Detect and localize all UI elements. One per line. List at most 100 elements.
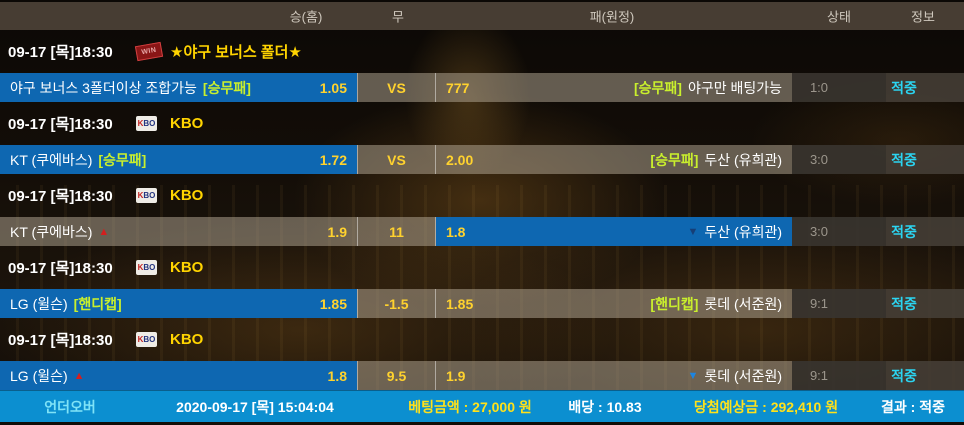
- kbo-logo-icon: K BO: [136, 116, 157, 131]
- home-team-label: KT (쿠에바스) [승무패]: [10, 150, 146, 170]
- score: 9:1: [809, 296, 829, 311]
- kbo-logo-icon: K BO: [136, 188, 157, 203]
- column-header-info: 정보: [911, 9, 935, 25]
- away-team-label: ▼ 두산 (유희관): [687, 222, 782, 242]
- result-badge: 적중: [891, 79, 917, 96]
- away-odds: 2.00: [446, 151, 474, 168]
- draw-bet-cell[interactable]: VS: [357, 73, 436, 102]
- match-meta-row: 09-17 [목]18:30 K BO KBO: [0, 174, 964, 217]
- league-label: KBO: [170, 331, 204, 348]
- away-team-label: [승무패] 두산 (유희관): [650, 150, 782, 170]
- draw-odds: 11: [389, 223, 404, 240]
- home-bet-cell[interactable]: KT (쿠에바스) ▲ 1.9: [0, 217, 357, 246]
- draw-odds: -1.5: [384, 295, 409, 312]
- match-group: 09-17 [목]18:30 K BO KBO LG (윌슨) [핸디캡] 1.8…: [0, 246, 964, 318]
- match-meta-row: 09-17 [목]18:30 K BO KBO: [0, 102, 964, 145]
- away-bet-cell[interactable]: 2.00 [승무패] 두산 (유희관): [436, 145, 792, 174]
- match-row: KT (쿠에바스) [승무패] 1.72 VS 2.00 [승무패] 두산 (유…: [0, 145, 964, 174]
- away-bet-cell[interactable]: 1.9 ▼ 롯데 (서준원): [436, 361, 792, 390]
- league-label: ★야구 보너스 폴더★: [170, 44, 302, 61]
- bet-type-tag: [승무패]: [633, 79, 682, 96]
- score: 3:0: [809, 152, 829, 167]
- away-team-label: [핸디캡] 롯데 (서준원): [650, 294, 782, 314]
- match-row: 야구 보너스 3폴더이상 조합가능 [승무패] 1.05 VS 777 [승무패…: [0, 73, 964, 102]
- bet-type-tag: [승무패]: [202, 79, 251, 96]
- away-team-name: 두산 (유희관): [704, 151, 782, 168]
- odds-down-arrow-icon: ▼: [687, 225, 699, 238]
- match-group: 09-17 [목]18:30 K BO KBO KT (쿠에바스) [승무패] 1…: [0, 102, 964, 174]
- result-cell: 적중: [886, 145, 964, 174]
- bet-type-tag: [승무패]: [650, 151, 699, 168]
- match-row: LG (윌슨) [핸디캡] 1.85 -1.5 1.85 [핸디캡] 롯데 (서…: [0, 289, 964, 318]
- result-cell: 적중: [886, 73, 964, 102]
- column-header-home-win: 승(홈): [289, 9, 323, 25]
- home-bet-cell[interactable]: LG (윌슨) ▲ 1.8: [0, 361, 357, 390]
- draw-bet-cell[interactable]: -1.5: [357, 289, 436, 318]
- bet-result: 결과 : 적중: [881, 398, 945, 415]
- draw-bet-cell[interactable]: 9.5: [357, 361, 436, 390]
- home-odds: 1.72: [319, 151, 347, 168]
- league-label: KBO: [170, 115, 204, 132]
- away-team-name: 야구만 배팅가능: [687, 79, 782, 96]
- away-odds: 1.8: [446, 223, 466, 240]
- home-team-label: LG (윌슨) ▲: [10, 366, 85, 386]
- league-icon-box: WIN: [134, 41, 166, 62]
- away-bet-cell[interactable]: 1.8 ▼ 두산 (유희관): [436, 217, 792, 246]
- odds-up-arrow-icon: ▲: [73, 369, 85, 382]
- match-datetime: 09-17 [목]18:30: [8, 188, 113, 205]
- away-team-name: 롯데 (서준원): [704, 367, 782, 384]
- match-row: LG (윌슨) ▲ 1.8 9.5 1.9 ▼ 롯데 (서준원) 9:1 적중: [0, 361, 964, 390]
- match-datetime: 09-17 [목]18:30: [8, 260, 113, 277]
- odds-up-arrow-icon: ▲: [98, 225, 110, 238]
- home-team-name: KT (쿠에바스): [10, 151, 93, 168]
- bet-timestamp: 2020-09-17 [목] 15:04:04: [176, 398, 334, 415]
- league-icon-box: K BO: [136, 260, 166, 275]
- league-label: KBO: [170, 259, 204, 276]
- result-cell: 적중: [886, 217, 964, 246]
- draw-odds: VS: [387, 79, 406, 96]
- away-bet-cell[interactable]: 777 [승무패] 야구만 배팅가능: [436, 73, 792, 102]
- home-odds: 1.9: [327, 223, 347, 240]
- away-team-label: [승무패] 야구만 배팅가능: [634, 78, 782, 98]
- result-badge: 적중: [891, 151, 917, 168]
- status-cell: 9:1: [792, 289, 886, 318]
- match-group: 09-17 [목]18:30 K BO KBO LG (윌슨) ▲ 1.8 9.5…: [0, 318, 964, 390]
- home-odds: 1.85: [319, 295, 347, 312]
- home-bet-cell[interactable]: 야구 보너스 3폴더이상 조합가능 [승무패] 1.05: [0, 73, 357, 102]
- total-odds: 배당 : 10.83: [568, 398, 642, 415]
- status-cell: 9:1: [792, 361, 886, 390]
- league-icon-box: K BO: [136, 188, 166, 203]
- bet-type-tag: [핸디캡]: [650, 295, 699, 312]
- match-meta-row: 09-17 [목]18:30 WIN ★야구 보너스 폴더★: [0, 30, 964, 73]
- draw-odds: VS: [387, 151, 406, 168]
- bet-summary-bar: 언더오버 2020-09-17 [목] 15:04:04 베팅금액 : 27,0…: [0, 390, 964, 422]
- result-cell: 적중: [886, 289, 964, 318]
- away-odds: 1.9: [446, 367, 466, 384]
- draw-bet-cell[interactable]: VS: [357, 145, 436, 174]
- score: 3:0: [809, 224, 829, 239]
- home-team-label: KT (쿠에바스) ▲: [10, 222, 109, 242]
- away-odds: 1.85: [446, 295, 474, 312]
- bet-amount: 베팅금액 : 27,000 원: [408, 398, 532, 415]
- score: 9:1: [809, 368, 829, 383]
- away-bet-cell[interactable]: 1.85 [핸디캡] 롯데 (서준원): [436, 289, 792, 318]
- status-cell: 3:0: [792, 217, 886, 246]
- away-team-name: 롯데 (서준원): [704, 295, 782, 312]
- column-header-draw: 무: [392, 9, 404, 25]
- home-bet-cell[interactable]: LG (윌슨) [핸디캡] 1.85: [0, 289, 357, 318]
- score: 1:0: [809, 80, 829, 95]
- match-datetime: 09-17 [목]18:30: [8, 332, 113, 349]
- home-team-label: LG (윌슨) [핸디캡]: [10, 294, 122, 314]
- league-icon-box: K BO: [136, 332, 166, 347]
- kbo-logo-icon: K BO: [136, 332, 157, 347]
- home-bet-cell[interactable]: KT (쿠에바스) [승무패] 1.72: [0, 145, 357, 174]
- league-label: KBO: [170, 187, 204, 204]
- bet-type-tag: [핸디캡]: [73, 295, 122, 312]
- status-cell: 1:0: [792, 73, 886, 102]
- draw-bet-cell[interactable]: 11: [357, 217, 436, 246]
- expected-winnings: 당첨예상금 : 292,410 원: [693, 398, 839, 415]
- match-row: KT (쿠에바스) ▲ 1.9 11 1.8 ▼ 두산 (유희관) 3:0 적중: [0, 217, 964, 246]
